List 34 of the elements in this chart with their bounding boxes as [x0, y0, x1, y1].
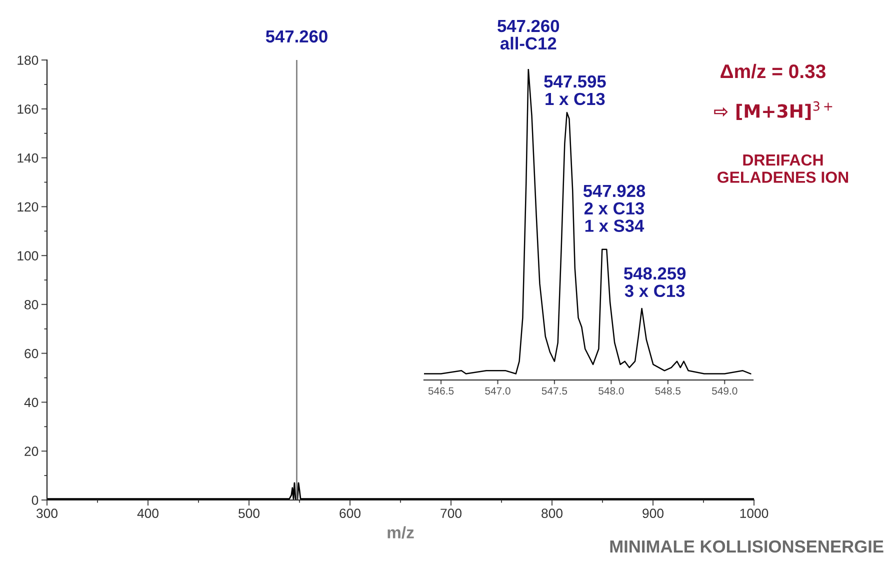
y-tick-label: 160 [18, 104, 38, 114]
annotation: 547.595 1 x C13 [544, 75, 606, 106]
x-tick-label: 549.0 [712, 387, 738, 395]
x-tick-label: 500 [238, 508, 260, 518]
annotation: Δm/z = 0.33 [720, 64, 826, 78]
y-tick-label: 140 [18, 153, 38, 163]
x-tick-label: 900 [642, 508, 664, 518]
x-tick-label: 547.5 [542, 387, 568, 395]
text: MINIMALE KOLLISIONSENERGIE [610, 540, 884, 553]
x-tick-label: 300 [36, 508, 58, 518]
annotation: 548.259 3 x C13 [624, 267, 686, 298]
x-tick-label: 547.0 [485, 387, 510, 395]
y-tick-label: 20 [24, 446, 38, 456]
y-tick-label: 180 [18, 56, 38, 65]
x-tick-label: 548.0 [598, 387, 624, 395]
x-tick-label: 548.5 [655, 387, 681, 395]
annotation: 547.260 [266, 30, 328, 43]
y-tick-label: 120 [18, 202, 38, 212]
annotation: 547.260 all-C12 [498, 20, 560, 50]
x-tick-label: 800 [542, 508, 562, 518]
x-tick-label: 1000 [740, 508, 768, 518]
y-tick-label: 40 [24, 398, 38, 408]
x-tick-label: 700 [440, 508, 462, 518]
annotation: ⇨ [M+3H]$^{3+}$ [714, 101, 832, 120]
y-tick-label: 0 [32, 496, 38, 505]
x-tick-label: 600 [340, 508, 360, 518]
x-tick-label: 400 [137, 508, 158, 518]
annotation: DREIFACH GELADENES ION [718, 154, 848, 183]
y-tick-label: 80 [24, 300, 38, 310]
y-tick-label: 100 [18, 251, 38, 260]
y-tick-label: 60 [24, 348, 38, 358]
x-axis-title: m/z [388, 526, 414, 539]
x-tick-label: 546.5 [428, 387, 454, 395]
annotation: 547.928 2 x C13 1 x S34 [583, 184, 646, 232]
